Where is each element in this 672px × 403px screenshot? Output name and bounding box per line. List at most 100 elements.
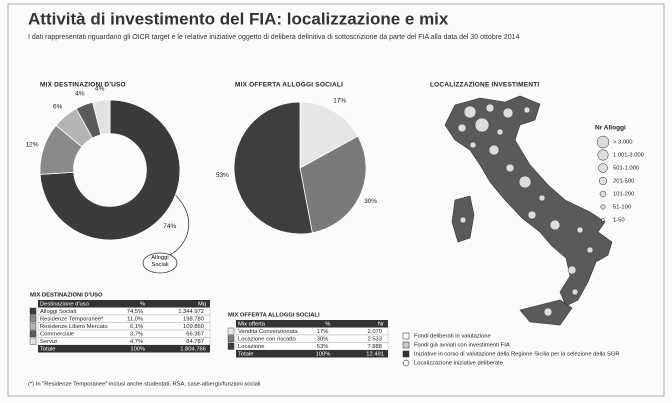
table-cell: 11,0% <box>127 316 143 322</box>
legend-label: 501-1.000 <box>613 166 639 172</box>
key-symbol <box>402 359 410 367</box>
map-title: LOCALIZZAZIONE INVESTIMENTI <box>430 82 539 89</box>
table-cell: 3,7% <box>130 331 143 337</box>
table-header: % <box>325 321 330 327</box>
table-total: 1.804.766 <box>180 346 206 352</box>
subtitle-box: I dati rappresentati riguardano gli OICR… <box>28 34 520 41</box>
slice-label: 6% <box>53 104 63 111</box>
table-swatch <box>29 330 37 338</box>
slice-label: 12% <box>26 141 39 148</box>
slice-label: 30% <box>364 198 377 205</box>
table-swatch <box>29 307 37 315</box>
table-cell: 30% <box>317 336 329 342</box>
table-total-bg <box>38 345 210 353</box>
donut-title: MIX DESTINAZIONI D'USO <box>40 82 126 89</box>
callout-line <box>167 189 189 257</box>
table-swatch <box>227 335 235 343</box>
callout-text: Alloggi Sociali <box>151 255 169 268</box>
table-title: MIX DESTINAZIONI D'USO <box>30 293 103 299</box>
table-swatch <box>29 315 37 323</box>
table-total-bg <box>236 350 388 358</box>
footnote: (*) In "Residenze Temporanee" inclusi an… <box>28 382 260 388</box>
slice-label: 17% <box>333 98 346 105</box>
table-cell: Residenze Libero Mercato <box>40 324 108 330</box>
slice-label: 4% <box>75 90 85 97</box>
slice-label: 74% <box>163 223 176 230</box>
legend-bubble <box>596 135 610 149</box>
callout-box: Alloggi Sociali <box>151 255 169 268</box>
pie-title: MIX OFFERTA ALLOGGI SOCIALI <box>235 82 343 89</box>
table-cell: 4,7% <box>130 339 143 345</box>
table-cell: Vendita Convenzionata <box>238 329 298 335</box>
slice <box>39 99 181 241</box>
legend-label: 201-500 <box>613 179 634 185</box>
table-cell: Locazione <box>238 344 264 350</box>
table-total: 12.491 <box>366 351 384 357</box>
key-label: Fondi deliberati in valutazione <box>414 334 491 340</box>
table-row <box>37 337 211 346</box>
table-swatch <box>29 337 37 345</box>
table-cell: Residenze Temporanee* <box>40 316 104 322</box>
table-cell: 198.780 <box>183 316 204 322</box>
mainland <box>444 95 613 307</box>
legend-bubble <box>599 177 607 185</box>
table-cell: 66.367 <box>186 331 204 337</box>
map-legend-title: Nr Alloggi <box>595 125 626 132</box>
key-label: Iniziative in corso di valutazione della… <box>414 352 620 358</box>
map-bubbles <box>457 103 594 317</box>
table-total: 100% <box>316 351 331 357</box>
title: Attività di investimento del FIA: locali… <box>28 9 449 28</box>
table-cell: 7.888 <box>367 344 382 350</box>
legend-bubble <box>601 218 605 222</box>
frame <box>7 3 665 397</box>
table-cell: 53% <box>317 344 329 350</box>
legend-bubble <box>599 190 607 198</box>
table-header: Mq <box>198 301 206 307</box>
table-cell: Servizi <box>40 339 57 345</box>
key-symbol <box>402 350 410 358</box>
table-cell: 74,5% <box>127 309 143 315</box>
table-header: Nr <box>378 321 384 327</box>
table-cell: 1.344.972 <box>178 309 204 315</box>
table-swatch <box>227 327 235 335</box>
legend-bubble <box>598 163 608 173</box>
slice <box>233 101 313 235</box>
legend-label: 1-50 <box>613 218 625 224</box>
table-total: Totale <box>238 351 253 357</box>
table-cell: 84.787 <box>186 339 204 345</box>
slice <box>299 135 367 234</box>
table-total: 100% <box>130 346 145 352</box>
subtitle: I dati rappresentati riguardano gli OICR… <box>28 34 520 41</box>
slice <box>92 99 111 136</box>
slice-label: 53% <box>216 172 229 179</box>
legend-bubble <box>600 204 606 210</box>
table-cell: 2.533 <box>367 336 382 342</box>
table-cell: Locazione con riscatto <box>238 336 296 342</box>
key-label: Localizzazione iniziative deliberate <box>414 361 503 367</box>
table-swatch <box>227 342 235 350</box>
table-header-bg <box>38 300 210 308</box>
table-cell: 6,1% <box>130 324 143 330</box>
table-cell: 2.070 <box>367 329 382 335</box>
callout-bubble <box>142 252 178 274</box>
key-symbol <box>402 332 410 340</box>
table-cell: 109.860 <box>183 324 204 330</box>
map <box>444 95 613 326</box>
legend-bubble <box>597 149 609 161</box>
key-symbol <box>402 341 410 349</box>
table-title: MIX OFFERTA ALLOGGI SOCIALI <box>228 313 320 319</box>
table-total: Totale <box>40 346 55 352</box>
table-cell: 17% <box>317 329 329 335</box>
table-header-bg <box>236 320 388 328</box>
table-cell: Commerciale <box>40 331 74 337</box>
key-label: Fondi già avviati con investimenti FIA <box>414 343 510 349</box>
table-cell: Alloggi Sociali <box>40 309 76 315</box>
table-header: Destinazione d'uso <box>40 301 89 307</box>
table-swatch <box>29 322 37 330</box>
slice-label: 4% <box>95 85 105 92</box>
legend-label: 101-200 <box>613 192 634 198</box>
legend-label: 51-100 <box>613 205 631 211</box>
table-header: % <box>140 301 145 307</box>
legend-label: 1.001-3.000 <box>613 153 644 159</box>
